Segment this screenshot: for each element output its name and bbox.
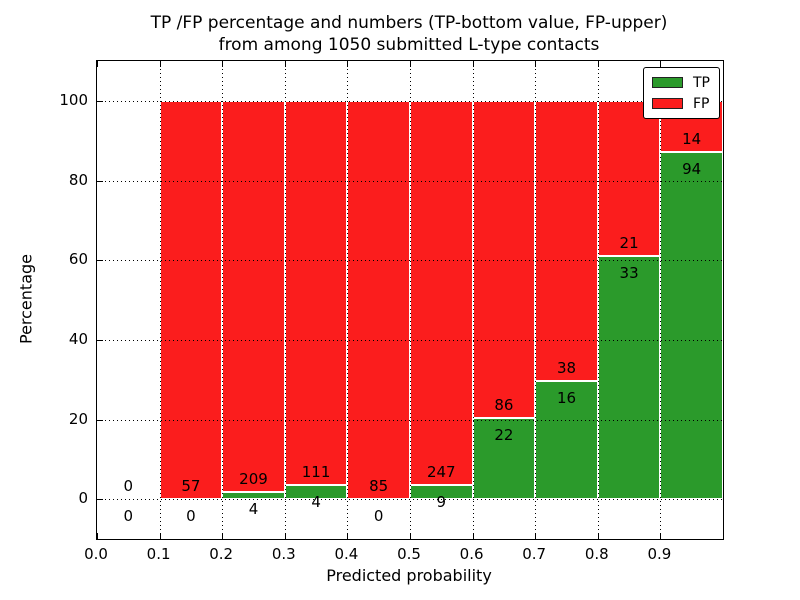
x-tick-label: 0.0 (84, 545, 108, 563)
x-axis-tick (159, 533, 161, 539)
legend: TP FP (643, 67, 720, 119)
y-axis-tick (97, 180, 103, 182)
x-axis-tick-top (97, 61, 98, 67)
x-axis-tick (597, 533, 599, 539)
gridline-vertical (159, 61, 161, 539)
x-tick-label: 0.4 (334, 545, 359, 563)
tp-count-label: 16 (556, 389, 577, 408)
x-axis-label: Predicted probability (326, 566, 492, 585)
y-tick-label: 100 (59, 90, 88, 109)
chart-title-line2: from among 1050 submitted L-type contact… (218, 35, 600, 55)
bar-segment-tp (597, 255, 661, 500)
plot-area: 0 0 57 0 209 4 111 4 85 0 247 9 86 22 38 16 21 33 14 94 TP … (96, 60, 724, 540)
y-axis-tick (97, 419, 103, 421)
tp-count-label: 0 (373, 507, 384, 526)
fp-count-label: 85 (369, 477, 389, 496)
y-tick-label: 40 (68, 329, 88, 348)
tp-count-label: 94 (682, 160, 702, 179)
x-axis-tick (535, 533, 537, 539)
gridline-vertical (660, 61, 662, 539)
fp-count-label: 21 (619, 233, 639, 252)
tp-count-label: 4 (248, 499, 259, 518)
x-axis-tick (660, 533, 662, 539)
fp-count-label: 209 (239, 469, 268, 488)
gridline-vertical (597, 61, 599, 539)
x-axis-tick-top (347, 61, 349, 67)
x-tick-label: 0.7 (522, 545, 547, 563)
y-axis-tick (97, 499, 103, 501)
tp-count-label: 9 (436, 493, 447, 512)
y-axis-tick (97, 100, 103, 102)
tp-count-label: 4 (311, 493, 321, 512)
fp-count-label: 57 (181, 477, 201, 496)
chart-title-line1: TP /FP percentage and numbers (TP-bottom… (150, 13, 668, 33)
tp-count-label: 0 (186, 507, 196, 526)
gridline-vertical (347, 61, 349, 539)
x-tick-label: 0.2 (209, 545, 234, 563)
x-axis-tick-top (159, 61, 161, 67)
tp-count-label: 0 (123, 507, 134, 526)
fp-count-label: 86 (494, 396, 514, 415)
legend-swatch-tp-icon (652, 77, 683, 88)
bar-segment-fp (222, 100, 285, 492)
bar-segment-tp (222, 491, 285, 500)
legend-swatch-fp-icon (652, 98, 683, 109)
y-axis-label: Percentage (16, 253, 36, 345)
x-tick-label: 0.3 (271, 545, 296, 563)
bar-segment-fp (347, 100, 410, 500)
fp-count-label: 111 (301, 463, 331, 482)
x-axis-tick-top (472, 61, 474, 67)
x-axis-tick (347, 533, 349, 539)
tp-count-label: 33 (619, 263, 639, 282)
x-axis-tick (472, 533, 474, 539)
gridline-vertical (284, 61, 286, 539)
x-axis-tick (284, 533, 286, 539)
x-tick-label: 0.8 (584, 545, 609, 563)
fp-count-label: 14 (682, 130, 702, 149)
bar-segment-fp (410, 100, 473, 486)
y-axis-tick (97, 260, 103, 262)
x-axis-tick (410, 533, 411, 539)
bar-segment-fp (597, 100, 661, 256)
y-tick-label: 80 (68, 170, 88, 189)
y-tick-label: 20 (68, 409, 88, 428)
x-axis-tick-top (535, 61, 537, 67)
gridline-vertical (222, 61, 224, 539)
fp-count-label: 38 (556, 359, 577, 378)
y-tick-label: 0 (78, 489, 88, 508)
legend-label-tp: TP (693, 74, 710, 91)
y-tick-label: 60 (68, 250, 88, 269)
x-axis-tick-top (660, 61, 662, 67)
x-axis-tick-top (222, 61, 224, 67)
y-axis-tick (97, 339, 103, 341)
x-axis-tick (97, 533, 98, 539)
tp-count-label: 22 (494, 426, 514, 445)
bar-segment-tp (660, 152, 723, 500)
x-tick-label: 0.5 (397, 545, 421, 563)
gridline-vertical (410, 61, 411, 539)
x-axis-tick (222, 533, 224, 539)
gridline-vertical (472, 61, 474, 539)
x-axis-tick-top (410, 61, 411, 67)
bar-segment-fp (535, 100, 598, 382)
bar-segment-fp (159, 100, 223, 500)
x-axis-tick-top (284, 61, 286, 67)
legend-entry-fp: FP (652, 95, 710, 112)
bar-segment-fp (284, 100, 348, 486)
fp-count-label: 0 (123, 477, 134, 496)
x-axis-tick-top (597, 61, 599, 67)
chart-title: TP /FP percentage and numbers (TP-bottom… (96, 12, 722, 56)
legend-entry-tp: TP (652, 74, 710, 91)
legend-label-fp: FP (693, 95, 710, 112)
x-tick-label: 0.9 (647, 545, 672, 563)
x-tick-label: 0.6 (459, 545, 484, 563)
fp-count-label: 247 (426, 463, 456, 482)
x-tick-label: 0.1 (146, 545, 171, 563)
gridline-vertical (535, 61, 537, 539)
